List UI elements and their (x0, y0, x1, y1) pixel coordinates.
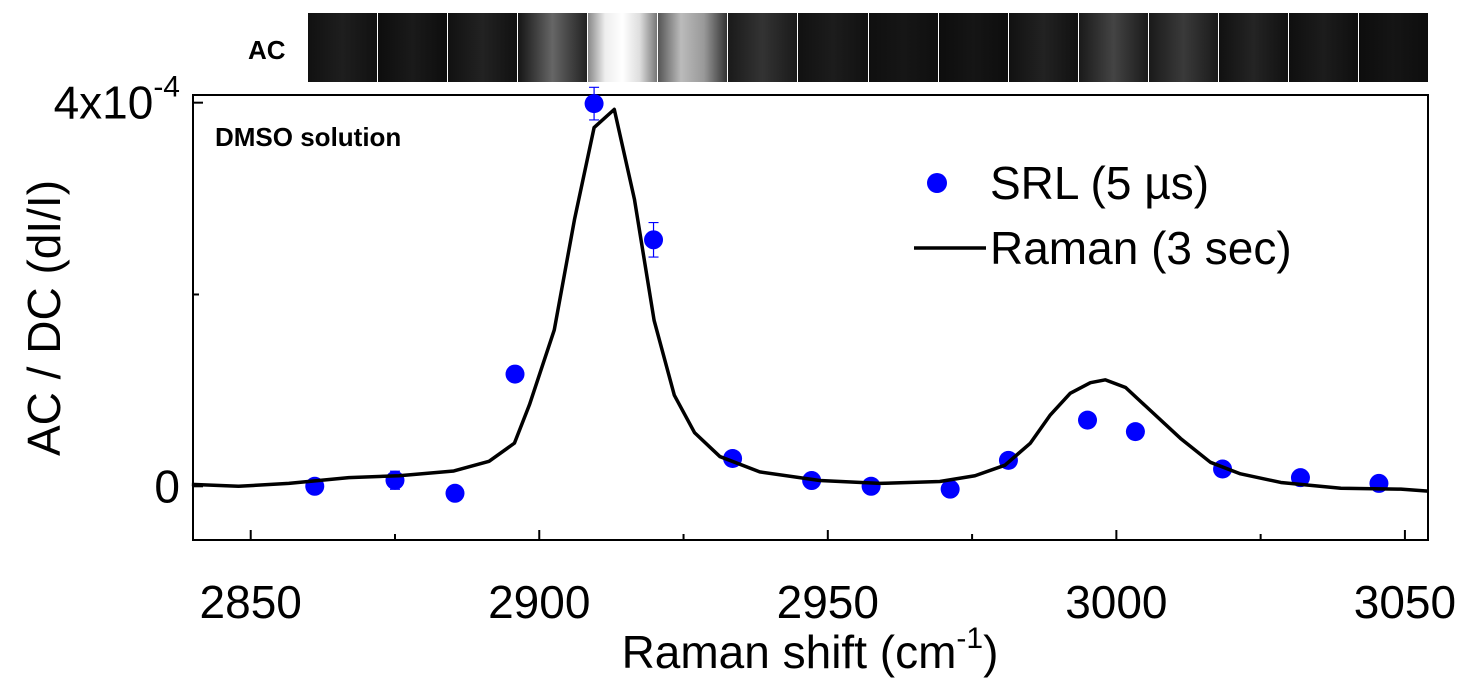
strip-label: AC (248, 35, 286, 65)
srl-point (1126, 422, 1145, 441)
legend-label: SRL (5 µs) (990, 157, 1209, 209)
y-tick-label: 0 (154, 460, 180, 512)
x-tick-label: 2850 (200, 576, 302, 628)
srl-point (862, 477, 881, 496)
chart: AC DMSO solution AC / DC (dI/I) Raman sh… (0, 0, 1474, 678)
x-axis-title-sup: -1 (956, 622, 983, 655)
figure: AC DMSO solution AC / DC (dI/I) Raman sh… (0, 0, 1474, 678)
raman-line (192, 109, 1428, 491)
x-tick-label: 3050 (1354, 576, 1456, 628)
x-tick-label: 2950 (777, 576, 879, 628)
x-tick-label: 2900 (488, 576, 590, 628)
y-axis-title: AC / DC (dI/I) (18, 180, 70, 456)
x-axis-title-text: Raman shift (cm (622, 626, 957, 678)
srl-point (1078, 411, 1097, 430)
y-tick-label: 4x10-4 (54, 71, 180, 129)
legend-marker (927, 173, 947, 193)
srl-point (385, 471, 404, 490)
x-tick-label: 3000 (1065, 576, 1167, 628)
y-tick-label-exp: -4 (153, 71, 180, 104)
x-axis-title-end: ) (983, 626, 998, 678)
sample-label: DMSO solution (215, 122, 401, 152)
srl-point (506, 365, 525, 384)
srl-point (644, 230, 663, 249)
legend-label: Raman (3 sec) (990, 222, 1292, 274)
srl-point (446, 484, 465, 503)
y-tick-label-base: 4x10 (54, 77, 154, 129)
srl-point (585, 94, 604, 113)
x-axis-title: Raman shift (cm-1) (622, 622, 999, 678)
